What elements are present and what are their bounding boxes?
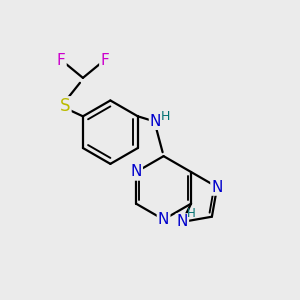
Text: N: N	[212, 180, 223, 195]
Text: H: H	[161, 110, 170, 123]
Text: S: S	[60, 98, 70, 116]
Text: H: H	[187, 206, 196, 220]
Text: N: N	[150, 114, 161, 129]
Text: N: N	[158, 212, 169, 227]
Text: F: F	[57, 52, 65, 68]
Text: N: N	[176, 214, 188, 230]
Text: F: F	[100, 52, 109, 68]
Text: N: N	[130, 164, 142, 179]
